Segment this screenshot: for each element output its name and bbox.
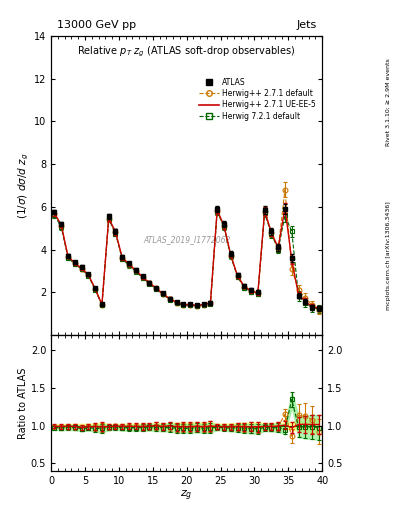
Y-axis label: Ratio to ATLAS: Ratio to ATLAS [18, 367, 28, 439]
Legend: ATLAS, Herwig++ 2.7.1 default, Herwig++ 2.7.1 UE-EE-5, Herwig 7.2.1 default: ATLAS, Herwig++ 2.7.1 default, Herwig++ … [197, 76, 318, 123]
Text: 13000 GeV pp: 13000 GeV pp [57, 20, 136, 30]
Text: Jets: Jets [297, 20, 317, 30]
Text: Relative $p_T$ $z_g$ (ATLAS soft-drop observables): Relative $p_T$ $z_g$ (ATLAS soft-drop ob… [77, 45, 296, 59]
Text: ATLAS_2019_I1772062: ATLAS_2019_I1772062 [143, 235, 230, 244]
X-axis label: $z_g$: $z_g$ [180, 488, 193, 503]
Y-axis label: $(1/\sigma)$ $d\sigma/d$ $z_g$: $(1/\sigma)$ $d\sigma/d$ $z_g$ [17, 152, 31, 219]
Text: mcplots.cern.ch [arXiv:1306.3436]: mcplots.cern.ch [arXiv:1306.3436] [386, 202, 391, 310]
Text: Rivet 3.1.10; ≥ 2.9M events: Rivet 3.1.10; ≥ 2.9M events [386, 58, 391, 146]
